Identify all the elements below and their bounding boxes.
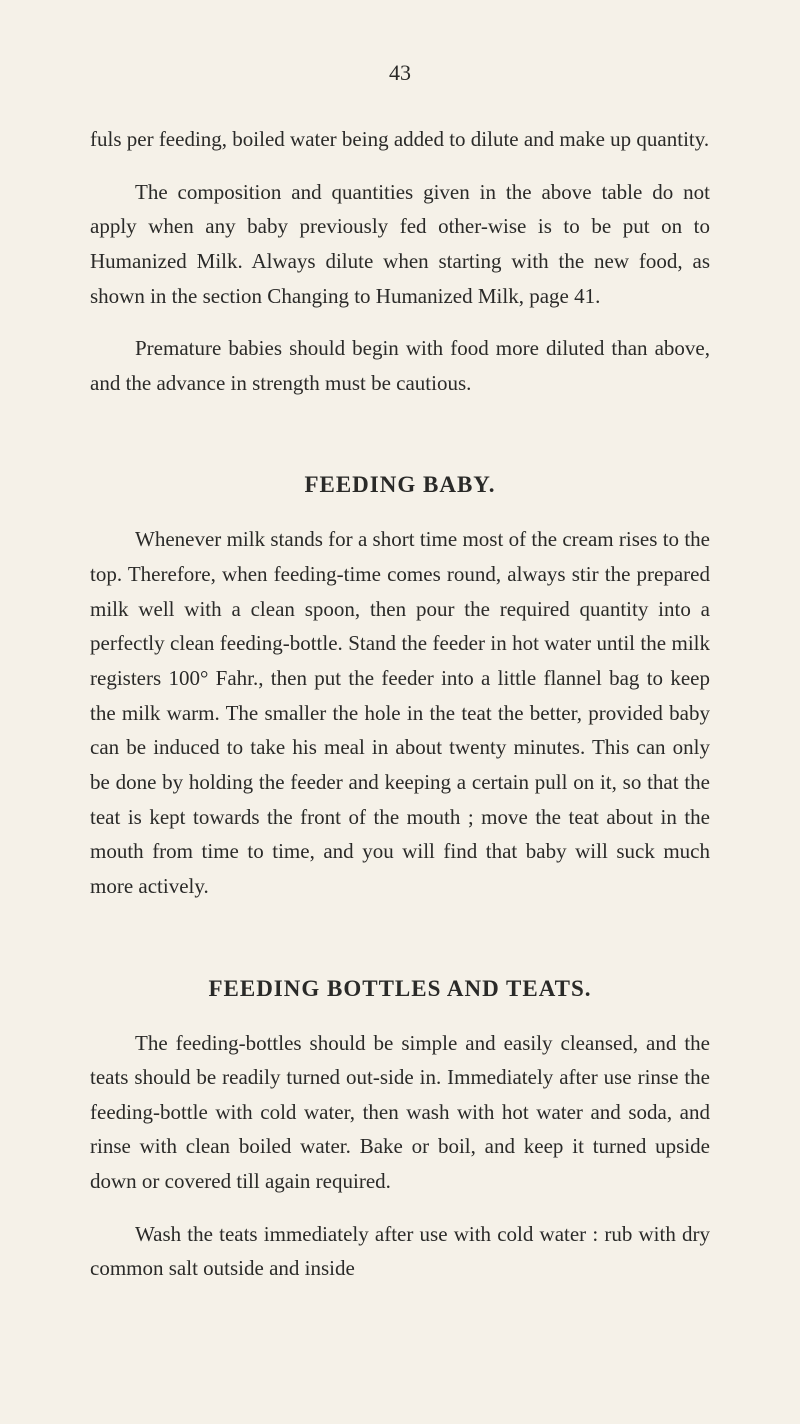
page-number: 43 — [90, 60, 710, 86]
feeding-bottles-paragraph-1: The feeding-bottles should be simple and… — [90, 1026, 710, 1199]
feeding-baby-paragraph: Whenever milk stands for a short time mo… — [90, 522, 710, 903]
feeding-bottles-heading: FEEDING BOTTLES AND TEATS. — [90, 976, 710, 1002]
intro-paragraph-3: Premature babies should begin with food … — [90, 331, 710, 400]
section-spacer — [90, 922, 710, 936]
feeding-bottles-paragraph-2: Wash the teats immediately after use wit… — [90, 1217, 710, 1286]
feeding-baby-heading: FEEDING BABY. — [90, 472, 710, 498]
intro-paragraph-1: fuls per feeding, boiled water being add… — [90, 122, 710, 157]
intro-paragraph-2: The composition and quantities given in … — [90, 175, 710, 314]
section-spacer — [90, 418, 710, 432]
